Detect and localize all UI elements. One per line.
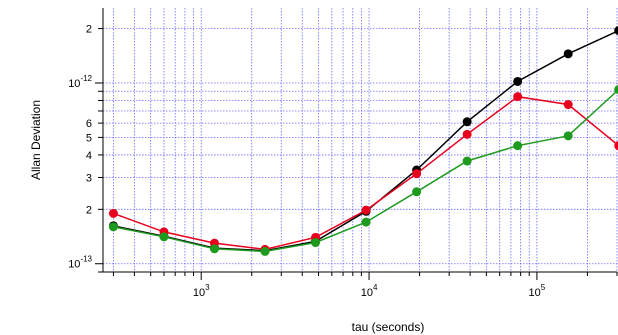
series-3-point — [462, 156, 472, 166]
series-1-point — [462, 117, 472, 127]
series-3 — [108, 85, 618, 256]
axes — [102, 8, 617, 273]
series-2-point — [563, 100, 573, 110]
y-tick-label: 3 — [86, 172, 92, 184]
x-tick-label: 103 — [193, 283, 210, 299]
plot-series — [108, 26, 618, 256]
x-axis-title: tau (seconds) — [352, 320, 425, 334]
y-tick-label: 5 — [86, 132, 92, 144]
x-tick-label: 104 — [361, 283, 378, 299]
grid-lines — [103, 8, 618, 273]
y-axis-title: Allan Deviation — [29, 100, 43, 180]
series-2-point — [513, 92, 523, 102]
series-2-point — [462, 129, 472, 139]
series-2-point — [614, 141, 618, 151]
series-2-point — [361, 205, 371, 215]
series-3-point — [563, 131, 573, 141]
series-3-point — [513, 141, 523, 151]
series-3-point — [159, 232, 169, 242]
y-axis-ticks: 10-13 2 3 4 5 6 10-12 2 — [68, 24, 103, 273]
series-3-point — [412, 187, 422, 197]
series-3-point — [614, 85, 618, 94]
series-3-point — [209, 244, 219, 254]
y-tick-label: 10-13 — [68, 255, 92, 271]
series-3-line — [113, 89, 618, 253]
series-1-point — [614, 26, 618, 36]
y-tick-label: 2 — [86, 204, 92, 216]
series-1-point — [563, 49, 573, 59]
x-axis-ticks: 103 104 105 — [112, 272, 618, 299]
series-3-point — [108, 222, 118, 232]
y-tick-label: 2 — [86, 24, 92, 36]
x-tick-label: 105 — [529, 283, 546, 299]
series-3-point — [260, 246, 270, 256]
y-tick-label: 6 — [86, 118, 92, 130]
series-2-point — [412, 169, 422, 179]
series-3-point — [361, 217, 371, 227]
series-1-point — [513, 76, 523, 86]
series-2-point — [108, 208, 118, 218]
y-tick-label: 4 — [86, 150, 92, 162]
y-tick-label: 10-12 — [68, 74, 92, 90]
series-3-point — [311, 238, 321, 248]
